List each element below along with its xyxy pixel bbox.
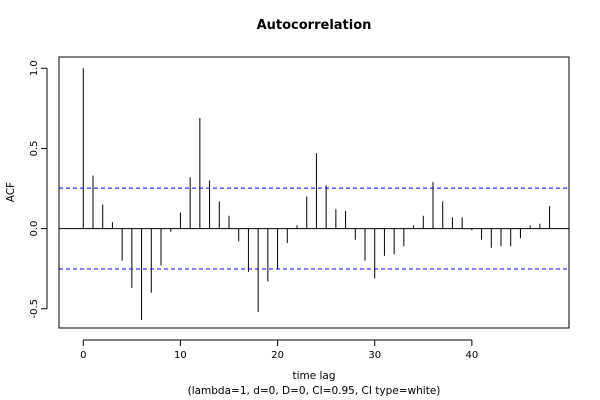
y-tick-label-0: -0.5 [29, 299, 40, 319]
x-tick-label-30: 30 [368, 350, 381, 361]
x-axis: 0 10 20 30 40 [80, 339, 478, 361]
x-tick-label-0: 0 [80, 350, 86, 361]
y-tick-label-3: 1.0 [29, 60, 40, 76]
x-tick-label-20: 20 [271, 350, 284, 361]
x-axis-label: time lag [292, 370, 335, 382]
plot-frame [58, 56, 570, 329]
y-tick-label-1: 0.0 [29, 221, 40, 237]
acf-stems [82, 68, 551, 320]
x-tick-label-10: 10 [174, 350, 187, 361]
chart-subtitle: (lambda=1, d=0, D=0, CI=0.95, CI type=wh… [188, 385, 441, 397]
y-axis: -0.5 0.0 0.5 1.0 [29, 60, 48, 319]
reference-lines [59, 187, 569, 270]
y-axis-label: ACF [5, 182, 17, 202]
y-tick-label-2: 0.5 [29, 140, 40, 156]
x-tick-label-40: 40 [465, 350, 478, 361]
chart-title: Autocorrelation [257, 18, 372, 33]
